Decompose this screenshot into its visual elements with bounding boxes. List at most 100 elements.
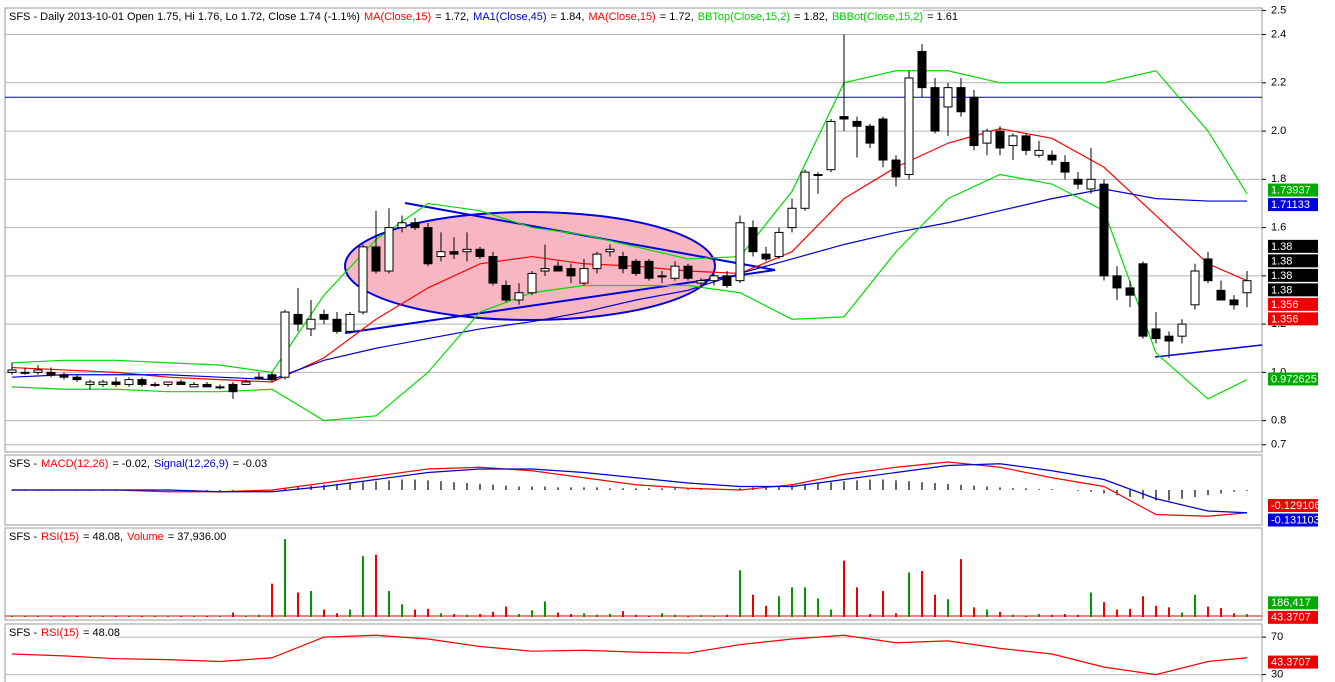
y-tick-label: 70 (1271, 631, 1283, 643)
volume-bar (1181, 612, 1183, 617)
volume-bar (999, 611, 1001, 617)
last-value-box (1268, 596, 1318, 610)
candle-body (46, 371, 56, 376)
candle-body (137, 379, 147, 385)
volume-bar (895, 613, 897, 617)
volume-bar (401, 604, 403, 617)
candle-body (1060, 161, 1070, 173)
volume-bar (648, 615, 650, 617)
legend-name: RSI(15) (41, 627, 79, 639)
indicator-line (11, 173, 1248, 422)
legend-name: BBBot(Close,15,2) (832, 11, 923, 23)
legend-name: MACD(12,26) (41, 458, 108, 470)
candle-body (7, 369, 17, 373)
last-value-label: 1.38 (1271, 255, 1292, 267)
candle-body (384, 227, 394, 272)
candle-body (85, 381, 95, 385)
volume-bar (947, 599, 949, 617)
candle-body (865, 125, 875, 144)
y-tick-label: 0.8 (1271, 415, 1286, 427)
last-value-box (1268, 268, 1318, 282)
candle-body (332, 318, 342, 332)
legend-name: MA1(Close,45) (473, 11, 546, 23)
y-tick-label: 1.8 (1271, 173, 1286, 185)
title-text: SFS - (9, 458, 37, 470)
candle-body (150, 383, 160, 386)
candle-body (345, 313, 355, 332)
volume-bar (596, 614, 598, 617)
volume-bar (1246, 614, 1248, 617)
volume-bar (492, 611, 494, 617)
candle-body (267, 374, 277, 381)
candle-body (657, 275, 667, 278)
last-value-label: 186,417 (1271, 597, 1311, 609)
legend-value: = 48.08 (83, 627, 120, 639)
legend-value: = 1.72, (435, 11, 469, 23)
candle-body (1086, 178, 1096, 190)
volume-bar (271, 583, 273, 617)
panel-title: SFS - RSI(15) = 48.08 (9, 627, 120, 639)
volume-bar (908, 572, 910, 617)
candle-body (579, 268, 589, 284)
candle-body (891, 159, 901, 178)
volume-bar (622, 611, 624, 617)
legend-value: = -0.03 (233, 458, 268, 470)
candle-body (163, 381, 173, 385)
candle-body (254, 376, 264, 379)
volume-bar (375, 554, 377, 617)
volume-bar (388, 591, 390, 617)
y-tick-label: 2.5 (1271, 4, 1286, 16)
last-value-label: 1.38 (1271, 241, 1292, 253)
y-tick-label: 2.0 (1271, 125, 1286, 137)
candle-body (215, 386, 225, 389)
candle-body (1242, 280, 1252, 294)
volume-bar (765, 605, 767, 617)
candle-body (98, 381, 108, 385)
volume-bar (713, 615, 715, 617)
candle-body (722, 275, 732, 287)
candle-body (930, 87, 940, 132)
candle-body (319, 313, 329, 320)
volume-bar (661, 613, 663, 617)
candle-body (1229, 299, 1239, 306)
volume-bar (206, 616, 208, 617)
volume-bar (297, 592, 299, 617)
last-value-box (1268, 283, 1318, 297)
candle-body (917, 50, 927, 89)
candle-body (670, 265, 680, 279)
candle-body (774, 231, 784, 258)
last-value-box (1268, 239, 1318, 253)
volume-bar (531, 610, 533, 617)
volume-bar (609, 614, 611, 617)
volume-bar (856, 587, 858, 617)
volume-bar (1116, 609, 1118, 617)
volume-bar (635, 614, 637, 617)
volume-bar (362, 556, 364, 617)
last-value-label: 0.972625 (1271, 373, 1317, 385)
candle-body (605, 248, 615, 253)
last-value-box (1268, 372, 1318, 386)
candle-body (176, 381, 186, 385)
candle-body (566, 268, 576, 277)
volume-bar (674, 614, 676, 617)
last-value-box (1268, 513, 1318, 527)
volume-bar (1038, 614, 1040, 617)
volume-bar (570, 614, 572, 617)
legend-value: = 1.61 (927, 11, 958, 23)
candle-body (59, 374, 69, 378)
candle-body (20, 371, 30, 374)
ellipse-annotation (344, 211, 716, 321)
candle-body (514, 292, 524, 301)
volume-bar (323, 609, 325, 617)
last-value-label: 43.3707 (1271, 656, 1311, 668)
candle-body (683, 265, 693, 279)
volume-bar (102, 616, 104, 617)
volume-bar (869, 614, 871, 617)
title-text: SFS - (9, 531, 37, 543)
volume-bar (1194, 594, 1196, 617)
candle-body (436, 251, 446, 258)
volume-bar (115, 616, 117, 617)
trend-line (1154, 344, 1263, 358)
candle-body (1138, 263, 1148, 337)
